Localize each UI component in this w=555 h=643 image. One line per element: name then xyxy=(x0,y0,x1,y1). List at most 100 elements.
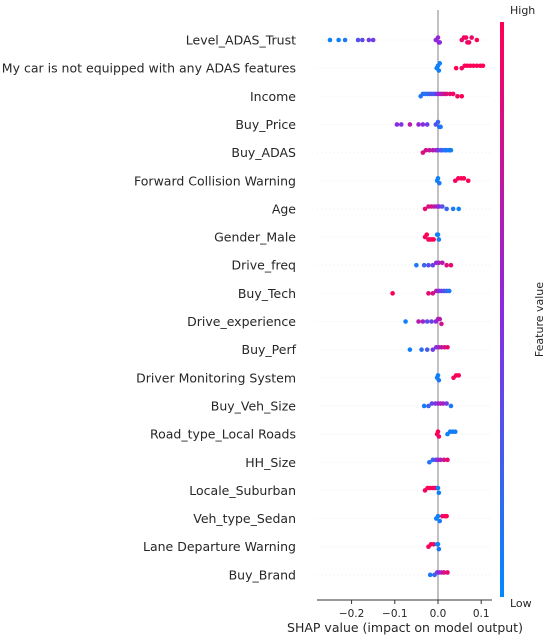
shap-point xyxy=(437,518,443,524)
feature-label: Driver Monitoring System xyxy=(136,370,296,385)
shap-point xyxy=(438,124,443,130)
shap-point xyxy=(441,570,447,575)
shap-point xyxy=(448,262,454,268)
shap-point xyxy=(444,91,449,97)
feature-label: Buy_Tech xyxy=(238,286,296,301)
feature-label: Buy_ADAS xyxy=(231,145,296,160)
x-tick-label: −0.2 xyxy=(339,608,365,620)
feature-label: Age xyxy=(272,201,296,216)
shap-point xyxy=(436,68,442,73)
shap-point xyxy=(424,232,430,237)
shap-point xyxy=(436,546,442,552)
feature-label: Buy_Veh_Size xyxy=(211,398,297,413)
shap-point xyxy=(421,403,427,409)
shap-point xyxy=(426,291,431,296)
colorbar-high-label: High xyxy=(510,4,535,17)
shap-point xyxy=(436,377,442,383)
colorbar-title: Feature value xyxy=(533,282,546,357)
shap-point xyxy=(420,122,426,127)
shap-point xyxy=(435,542,441,547)
shap-point xyxy=(420,319,426,324)
shap-point xyxy=(426,262,431,268)
shap-point xyxy=(445,344,450,350)
shap-point xyxy=(440,204,445,209)
shap-point xyxy=(427,459,432,465)
x-tick-label: 0.1 xyxy=(473,608,490,620)
shap-point xyxy=(355,37,361,43)
shap-point xyxy=(370,37,376,43)
shap-point xyxy=(444,262,449,268)
shap-point xyxy=(430,347,436,352)
shap-point xyxy=(448,147,454,153)
shap-point xyxy=(480,63,486,69)
shap-point xyxy=(435,513,441,519)
feature-label: Drive_experience xyxy=(187,314,296,329)
shap-point xyxy=(424,319,430,324)
shap-point xyxy=(435,429,441,435)
feature-label: Buy_Brand xyxy=(229,567,296,582)
shap-point xyxy=(444,401,449,406)
shap-point xyxy=(440,401,446,406)
x-tick-label: −0.1 xyxy=(382,608,408,620)
shap-point xyxy=(440,260,445,266)
shap-point xyxy=(448,403,454,409)
shap-point xyxy=(441,457,447,463)
feature-label: Lane Departure Warning xyxy=(143,539,296,554)
x-axis: −0.2 −0.1 0.0 0.1 xyxy=(317,599,492,620)
shap-point xyxy=(450,206,456,212)
feature-rows xyxy=(317,39,492,576)
shap-point xyxy=(436,180,442,186)
shap-point xyxy=(427,572,433,578)
feature-label: Veh_type_Sedan xyxy=(193,511,296,526)
colorbar-low-label: Low xyxy=(510,597,532,610)
shap-point xyxy=(438,457,443,463)
feature-label: Buy_Perf xyxy=(242,342,297,357)
shap-point xyxy=(445,570,450,575)
shap-point xyxy=(444,513,449,519)
shap-point xyxy=(450,91,456,97)
shap-point xyxy=(446,288,452,294)
shap-points xyxy=(327,35,486,578)
shap-point xyxy=(431,237,436,242)
shap-point xyxy=(407,122,413,127)
shap-point xyxy=(436,260,442,266)
shap-point xyxy=(466,40,472,45)
shap-point xyxy=(431,542,436,547)
shap-point xyxy=(437,40,443,45)
shap-point xyxy=(435,35,441,40)
feature-label: Buy_Price xyxy=(235,117,296,132)
colorbar-gradient xyxy=(500,22,504,597)
shap-point xyxy=(427,147,432,153)
shap-point xyxy=(435,232,441,237)
shap-point xyxy=(360,37,365,43)
shap-point xyxy=(429,401,435,406)
shap-point xyxy=(426,403,431,409)
shap-point xyxy=(461,176,467,181)
shap-point xyxy=(430,262,436,268)
shap-point xyxy=(445,457,450,463)
shap-point xyxy=(414,262,419,268)
shap-point xyxy=(435,119,441,125)
shap-point xyxy=(465,178,471,184)
shap-point xyxy=(327,37,333,43)
shap-point xyxy=(416,122,421,127)
x-tick-label: 0.0 xyxy=(430,608,447,620)
shap-point xyxy=(456,373,462,378)
feature-labels: Level_ADAS_Trust My car is not equipped w… xyxy=(2,33,297,583)
shap-point xyxy=(421,262,427,268)
shap-point xyxy=(407,347,413,352)
colorbar: High Low Feature value xyxy=(500,4,546,610)
feature-label: Level_ADAS_Trust xyxy=(186,33,296,48)
feature-label: My car is not equipped with any ADAS fea… xyxy=(2,61,296,76)
shap-point xyxy=(437,61,443,66)
shap-point xyxy=(394,122,400,127)
shap-point xyxy=(452,429,458,435)
shap-point xyxy=(435,485,441,491)
shap-point xyxy=(424,122,430,127)
feature-label: Road_type_Local Roads xyxy=(150,427,296,442)
shap-point xyxy=(423,147,429,153)
shap-point xyxy=(416,319,421,324)
shap-point xyxy=(435,373,441,378)
